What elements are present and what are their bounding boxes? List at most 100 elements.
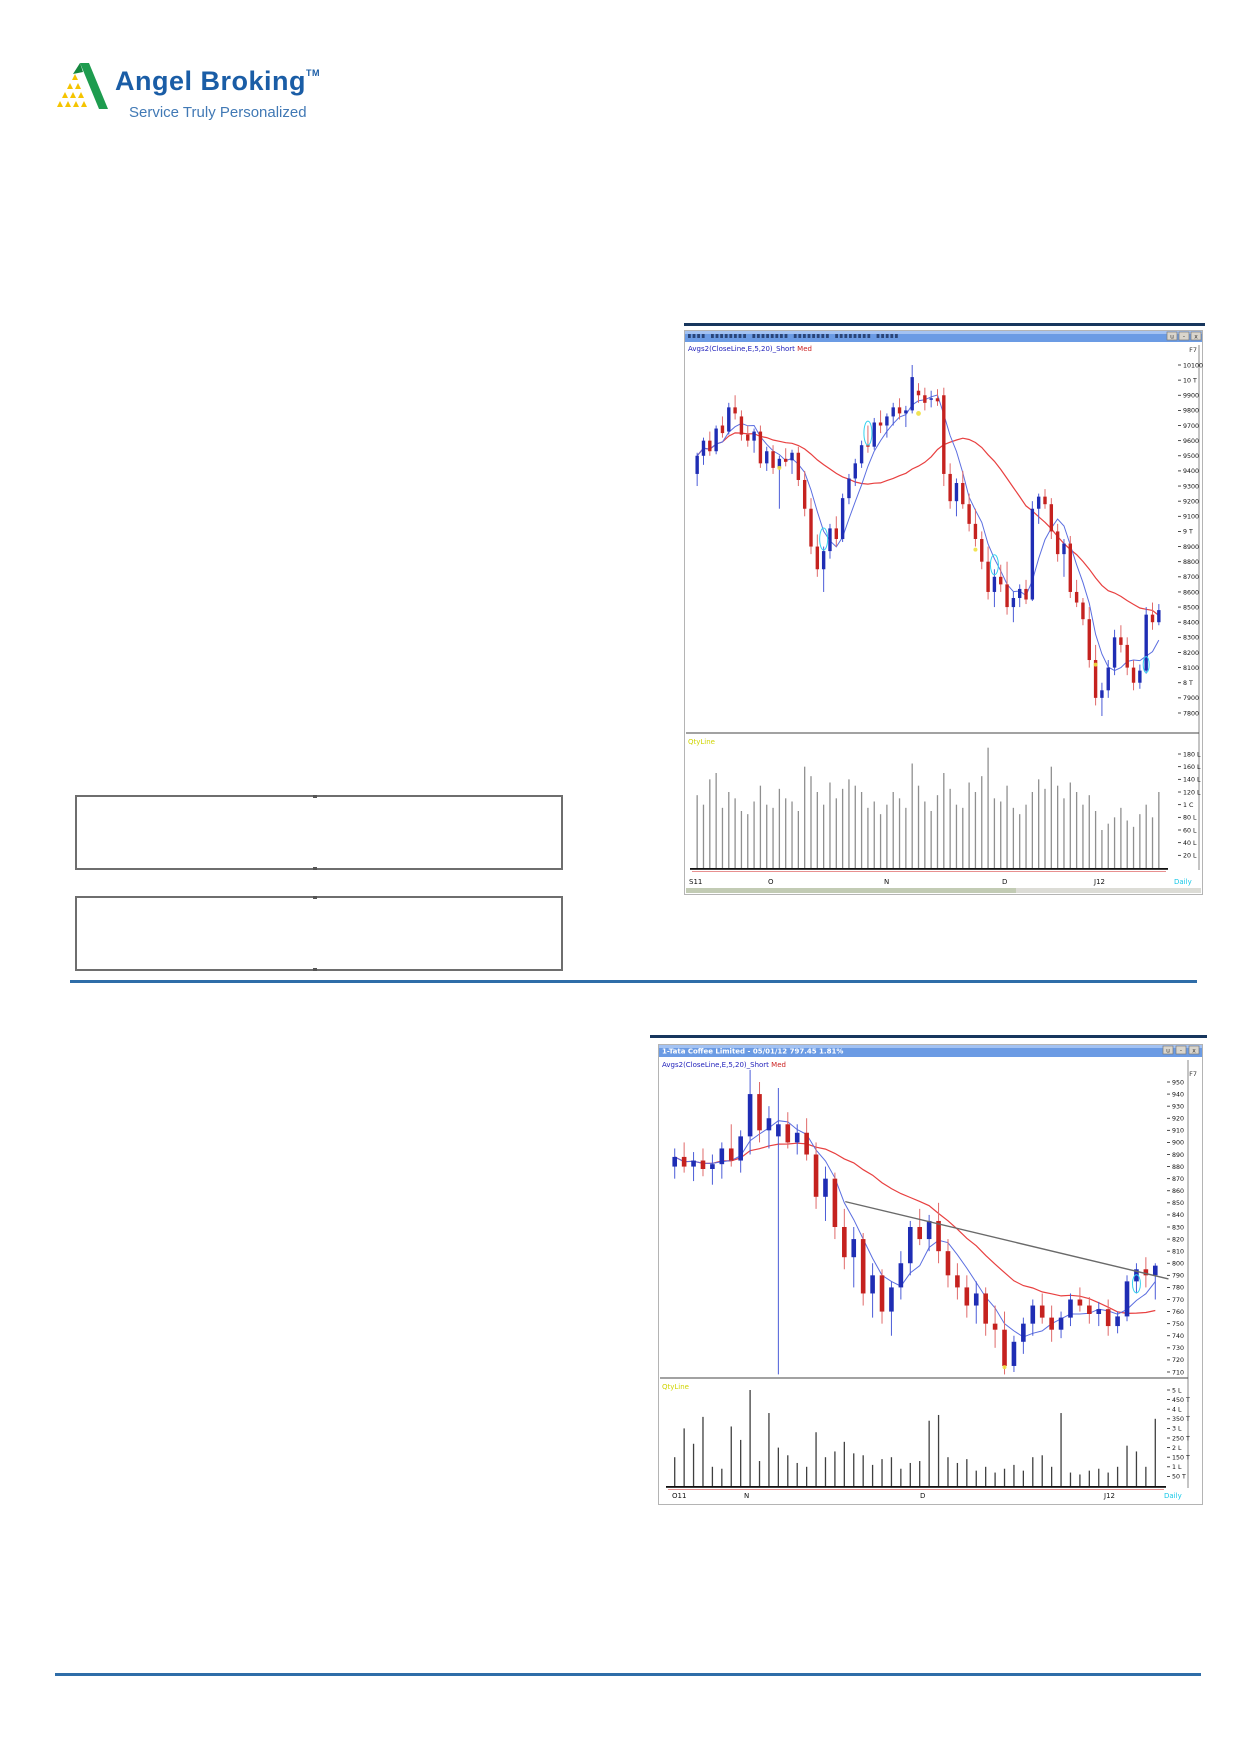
window-minimize-button[interactable]: - [1178,331,1190,341]
svg-text:890: 890 [1172,1152,1184,1159]
qtyline-label: QtyLine [662,1383,689,1391]
svg-text:1 L: 1 L [1172,1464,1182,1471]
window-title-bar[interactable] [685,331,1202,342]
svg-text:80 L: 80 L [1183,815,1197,822]
svg-text:9500: 9500 [1183,453,1199,460]
info-box-1 [75,795,563,870]
svg-text:180 L: 180 L [1183,751,1201,758]
info-box-2 [75,896,563,971]
svg-text:750: 750 [1172,1321,1184,1328]
svg-text:920: 920 [1172,1116,1184,1123]
svg-text:9600: 9600 [1183,438,1199,445]
svg-text:9200: 9200 [1183,498,1199,505]
svg-text:780: 780 [1172,1285,1184,1292]
svg-text:8200: 8200 [1183,650,1199,657]
svg-text:8 T: 8 T [1183,680,1193,687]
svg-text:9900: 9900 [1183,393,1199,400]
svg-text:800: 800 [1172,1261,1184,1268]
svg-text:950: 950 [1172,1079,1184,1086]
svg-text:60 L: 60 L [1183,827,1197,834]
svg-text:770: 770 [1172,1297,1184,1304]
chart1-top-rule [684,323,1205,326]
svg-text:710: 710 [1172,1369,1184,1376]
nifty-chart-window[interactable]: u - x Avgs2(CloseLine,E,5,20)_Short Med F7 10… [684,330,1203,895]
window-minimize-button[interactable]: - [1175,1045,1187,1055]
indicator-label: Avgs2(CloseLine,E,5,20)_Short Med [688,345,812,353]
window-close-button[interactable]: x [1190,331,1202,341]
periodicity-label: Daily [1164,1492,1182,1500]
svg-text:20 L: 20 L [1183,853,1197,860]
svg-text:10 T: 10 T [1183,377,1197,384]
svg-text:3 L: 3 L [1172,1426,1182,1433]
svg-text:40 L: 40 L [1183,840,1197,847]
svg-text:860: 860 [1172,1188,1184,1195]
svg-text:880: 880 [1172,1164,1184,1171]
chart2-top-rule [650,1035,1207,1038]
window-restore-button[interactable]: u [1162,1045,1174,1055]
brand-header: Angel BrokingTM Service Truly Personaliz… [53,58,383,138]
svg-text:900: 900 [1172,1140,1184,1147]
tata-coffee-chart-canvas: 1-Tata Coffee Limited - 05/01/12 797.45 … [658,1044,1203,1505]
svg-text:720: 720 [1172,1357,1184,1364]
window-restore-button[interactable]: u [1166,331,1178,341]
svg-text:8600: 8600 [1183,589,1199,596]
svg-text:930: 930 [1172,1103,1184,1110]
window-title: 1-Tata Coffee Limited - 05/01/12 797.45 … [662,1048,843,1056]
svg-text:250 T: 250 T [1172,1435,1190,1442]
svg-text:9100: 9100 [1183,514,1199,521]
svg-text:x: x [1194,334,1198,341]
date-tick: D [920,1492,925,1500]
svg-text:8500: 8500 [1183,604,1199,611]
svg-text:850: 850 [1172,1200,1184,1207]
svg-text:790: 790 [1172,1273,1184,1280]
svg-text:730: 730 [1172,1345,1184,1352]
periodicity-label: Daily [1174,878,1192,886]
section-divider [70,980,1197,983]
svg-text:8700: 8700 [1183,574,1199,581]
svg-text:9 T: 9 T [1183,529,1193,536]
date-tick: O [768,878,774,886]
svg-text:1 C: 1 C [1183,802,1194,809]
svg-text:u: u [1166,1048,1170,1055]
footer-divider [55,1673,1201,1676]
svg-text:140 L: 140 L [1183,777,1201,784]
svg-text:5 L: 5 L [1172,1387,1182,1394]
svg-text:740: 740 [1172,1333,1184,1340]
svg-text:820: 820 [1172,1236,1184,1243]
brand-name-text: Angel Broking [115,66,307,96]
svg-text:u: u [1170,334,1174,341]
brand-tagline: Service Truly Personalized [129,104,307,121]
qtyline-label: QtyLine [688,738,715,746]
svg-text:150 T: 150 T [1172,1455,1190,1462]
svg-text:120 L: 120 L [1183,789,1201,796]
tata-coffee-chart-window[interactable]: 1-Tata Coffee Limited - 05/01/12 797.45 … [658,1044,1203,1505]
svg-text:x: x [1192,1048,1196,1055]
date-tick: J12 [1093,878,1105,886]
svg-text:-: - [1183,334,1185,341]
date-tick: J12 [1103,1492,1115,1500]
svg-text:8100: 8100 [1183,665,1199,672]
svg-text:-: - [1180,1048,1182,1055]
svg-text:2 L: 2 L [1172,1445,1182,1452]
nifty-chart-canvas: u - x Avgs2(CloseLine,E,5,20)_Short Med F7 10… [684,330,1203,895]
svg-text:840: 840 [1172,1212,1184,1219]
fkey-label: F7 [1189,1070,1197,1078]
svg-text:350 T: 350 T [1172,1416,1190,1423]
svg-text:4 L: 4 L [1172,1407,1182,1414]
svg-text:8300: 8300 [1183,635,1199,642]
svg-text:8400: 8400 [1183,620,1199,627]
svg-text:870: 870 [1172,1176,1184,1183]
svg-text:450 T: 450 T [1172,1397,1190,1404]
svg-text:9700: 9700 [1183,423,1199,430]
svg-text:8900: 8900 [1183,544,1199,551]
svg-text:9400: 9400 [1183,468,1199,475]
window-close-button[interactable]: x [1188,1045,1200,1055]
svg-text:7900: 7900 [1183,695,1199,702]
date-tick: N [744,1492,749,1500]
date-tick: S11 [689,878,702,886]
svg-text:940: 940 [1172,1091,1184,1098]
svg-text:10100: 10100 [1183,362,1203,369]
brand-trademark: TM [306,68,321,78]
date-tick: N [884,878,889,886]
